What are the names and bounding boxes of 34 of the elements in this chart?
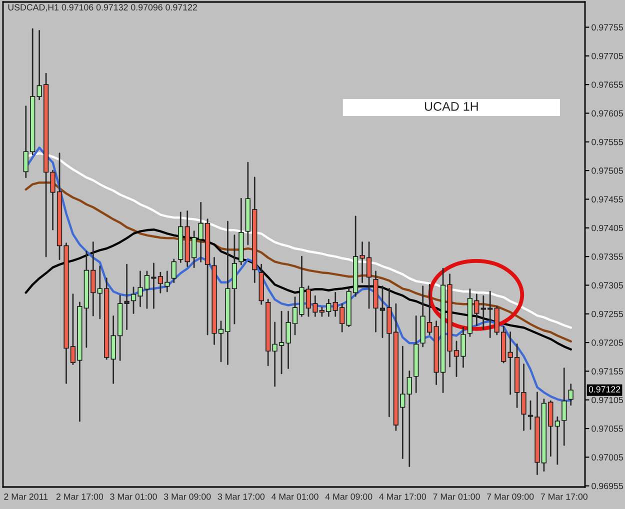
- y-tick-label: 0.97305: [592, 282, 624, 289]
- x-tick-label: 2 Mar 2011: [4, 493, 48, 500]
- candlestick: [171, 258, 176, 284]
- y-tick-label: 0.97055: [592, 426, 624, 432]
- y-tick-label: 0.97755: [592, 24, 624, 31]
- y-tick-label: 0.97155: [592, 368, 624, 375]
- y-tick-label: 0.97455: [592, 196, 624, 203]
- x-tick-label: 4 Mar 17:00: [379, 493, 426, 500]
- y-tick-label: 0.97005: [592, 454, 624, 460]
- candlestick: [406, 370, 412, 468]
- y-tick-label: 0.96955: [592, 482, 624, 490]
- x-tick-label: 4 Mar 09:00: [325, 493, 372, 500]
- chart-title: USDCAD,H1 0.97106 0.97132 0.97096 0.97122: [8, 4, 197, 12]
- x-tick-label: 7 Mar 09:00: [487, 493, 534, 500]
- y-tick-label: 0.97505: [592, 168, 624, 174]
- y-tick-label: 0.97255: [592, 310, 624, 318]
- y-tick-label: 0.97705: [592, 52, 624, 60]
- y-tick-label: 0.97205: [592, 340, 624, 346]
- x-tick-label: 2 Mar 17:00: [56, 493, 104, 500]
- x-tick-label: 7 Mar 17:00: [540, 493, 588, 500]
- annotation: UCAD 1H: [424, 102, 478, 111]
- y-tick-label: 0.97605: [592, 110, 624, 117]
- x-tick-label: 4 Mar 01:00: [272, 493, 318, 500]
- y-tick-label: 0.97405: [592, 224, 624, 232]
- x-tick-label: 3 Mar 01:00: [110, 493, 157, 500]
- x-tick-label: 7 Mar 01:00: [433, 493, 480, 500]
- y-tick-label: 0.97105: [592, 396, 624, 404]
- candlestick: [568, 384, 574, 406]
- y-tick-label: 0.97355: [592, 254, 624, 260]
- text: 0.97122: [588, 386, 620, 392]
- x-tick-label: 3 Mar 17:00: [218, 493, 265, 500]
- y-tick-label: 0.97555: [592, 138, 624, 146]
- x-tick-label: 3 Mar 09:00: [164, 493, 211, 500]
- y-tick-label: 0.97655: [592, 82, 624, 88]
